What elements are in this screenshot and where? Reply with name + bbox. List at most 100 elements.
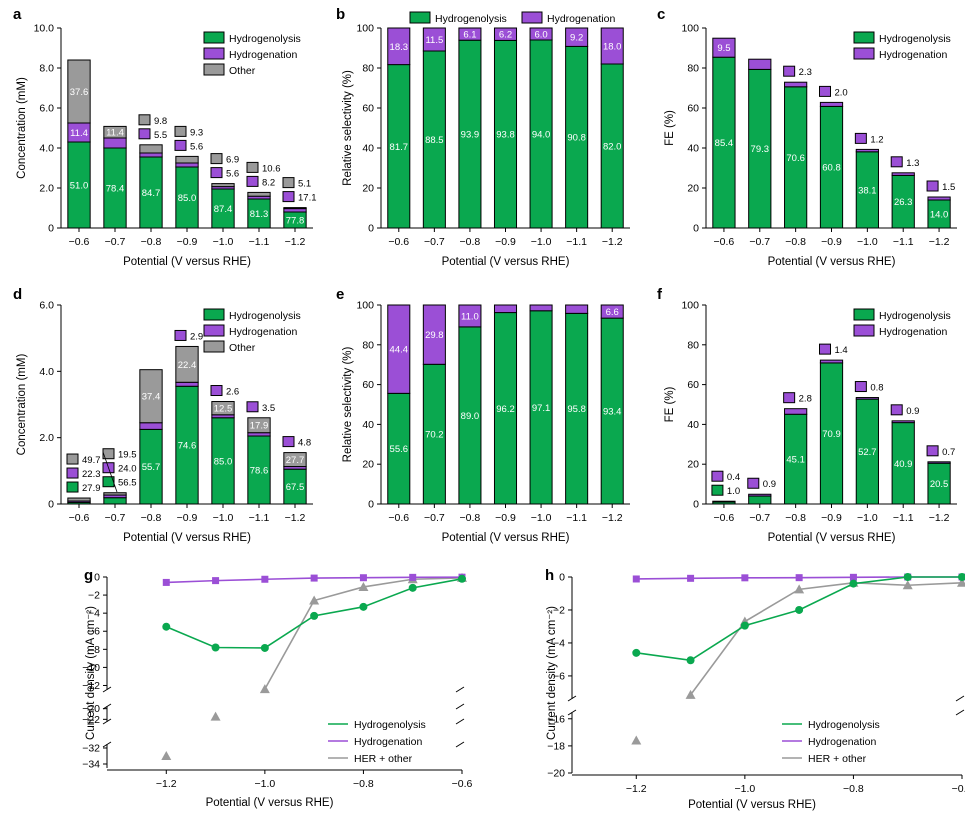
label-swatch: [854, 381, 867, 393]
data-point-triangle: [631, 735, 642, 745]
label-swatch: [282, 177, 295, 189]
bar-value-label: 93.9: [461, 130, 480, 141]
bar-hydrogenation: [565, 304, 589, 314]
bar-value-label: 85.0: [178, 193, 197, 204]
y-tick-label: 40: [687, 143, 699, 155]
legend-label: Hydrogenation: [229, 49, 297, 61]
data-point-triangle: [685, 689, 696, 699]
legend-swatch: [203, 47, 225, 60]
bar-value-label: 45.1: [786, 455, 805, 466]
panel-label: c: [657, 6, 665, 23]
legend-swatch: [853, 308, 875, 321]
label-swatch: [711, 470, 724, 482]
y-tick-label: −4: [88, 608, 100, 620]
legend-label: Hydrogenolysis: [435, 13, 507, 25]
y-tick-label: 60: [362, 379, 374, 391]
bar-other: [211, 401, 235, 416]
bar-value-label: 17.1: [298, 193, 317, 204]
bar-value-label: 49.7: [82, 455, 101, 466]
y-tick-label: 80: [687, 63, 699, 75]
bar-value-label: 11.5: [425, 35, 443, 46]
x-tick-label: −0.6: [388, 236, 409, 248]
x-tick-label: −0.8: [785, 236, 806, 248]
legend-swatch: [409, 11, 431, 24]
y-tick-label: −8: [88, 644, 100, 656]
label-swatch: [210, 153, 223, 165]
bar-value-label: 70.6: [786, 153, 805, 164]
y-tick-label: 0: [48, 223, 54, 235]
legend-label: Hydrogenation: [879, 326, 947, 338]
y-tick-label: 0: [368, 499, 374, 511]
legend-label: HER + other: [354, 753, 413, 765]
y-tick-label: 6.0: [39, 103, 54, 115]
x-tick-label: −1.0: [213, 512, 234, 524]
bar-value-label: 11.4: [106, 128, 124, 139]
panel-e: e 55.6 44.4 70.2 29.8 89.0 11.0 96.2 97.1 95.8 93.…: [336, 286, 630, 544]
bar-hydrogenation: [927, 461, 951, 464]
label-swatch: [926, 180, 939, 192]
data-point-circle: [849, 579, 858, 588]
bar-other: [67, 59, 91, 124]
y-tick-label: 20: [687, 459, 699, 471]
data-point-triangle: [161, 751, 172, 760]
bar-value-label: 93.8: [496, 130, 515, 141]
bar-other: [247, 417, 271, 434]
x-tick-label: −1.1: [893, 236, 914, 248]
y-tick-label: −2: [553, 604, 565, 616]
bar-value-label: 0.8: [870, 383, 883, 394]
bar-value-label: 5.6: [190, 141, 203, 152]
x-tick-label: −1.2: [285, 236, 306, 248]
label-swatch: [66, 453, 79, 465]
x-tick-label: −1.2: [626, 783, 647, 795]
label-swatch: [783, 65, 796, 77]
bar-value-label: 0.9: [763, 479, 776, 490]
x-tick-label: −0.7: [749, 512, 770, 524]
data-point-circle: [632, 648, 641, 657]
bar-value-label: 6.0: [534, 30, 547, 41]
bar-other: [139, 369, 163, 424]
bar-value-label: 2.0: [835, 87, 848, 98]
axis-break-mark: [567, 695, 577, 702]
x-tick-label: −1.0: [531, 512, 552, 524]
panel-f: f 1.0 0.4 0.9 45.1 2.8 70.9 1.4 52.7 0.8 40.9 0.9 20…: [657, 286, 957, 544]
bar-other: [67, 497, 91, 502]
x-tick-label: −0.6: [452, 778, 473, 790]
bar-other: [103, 492, 127, 496]
data-point-triangle: [358, 581, 369, 591]
bar-value-label: 24.0: [118, 464, 137, 475]
bar-value-label: 96.2: [496, 404, 515, 415]
bar-hydrogenation: [712, 500, 736, 503]
bar-value-label: 38.1: [858, 185, 877, 196]
y-axis-title: Concentration (mM): [16, 77, 28, 179]
x-tick-label: −0.8: [785, 512, 806, 524]
y-tick-label: 100: [681, 23, 699, 35]
y-axis-title: Relative selectivity (%): [342, 346, 354, 462]
bar-value-label: 20.5: [930, 479, 949, 490]
label-swatch: [282, 191, 295, 203]
panel-d: d 27.9 22.3 49.7 56.5 24.0 19.5 55.7 37.4 74.6 22.…: [13, 286, 313, 544]
bar-value-label: 85.0: [214, 456, 233, 467]
bar-value-label: 18.0: [603, 42, 622, 53]
bar-value-label: 1.4: [835, 345, 848, 356]
data-point-square: [741, 574, 749, 582]
y-tick-label: 80: [362, 63, 374, 75]
label-swatch: [747, 477, 760, 489]
data-point-triangle: [210, 711, 221, 721]
bar-other: [103, 125, 127, 139]
legend-label: Hydrogenolysis: [354, 719, 426, 731]
x-tick-label: −1.0: [531, 236, 552, 248]
y-axis-title: Relative selectivity (%): [342, 70, 354, 186]
y-tick-label: −20: [82, 703, 100, 715]
data-point-circle: [260, 643, 269, 652]
label-swatch: [138, 114, 151, 126]
bar-hydrogenation: [748, 58, 772, 70]
label-swatch: [711, 484, 724, 496]
bar-value-label: 2.6: [226, 387, 239, 398]
bar-value-label: 37.4: [142, 392, 161, 403]
label-swatch: [854, 132, 867, 144]
bar-value-label: 85.4: [715, 138, 734, 149]
x-tick-label: −1.0: [254, 778, 275, 790]
y-tick-label: 20: [362, 183, 374, 195]
y-tick-label: 60: [687, 103, 699, 115]
bar-value-label: 52.7: [858, 447, 877, 458]
